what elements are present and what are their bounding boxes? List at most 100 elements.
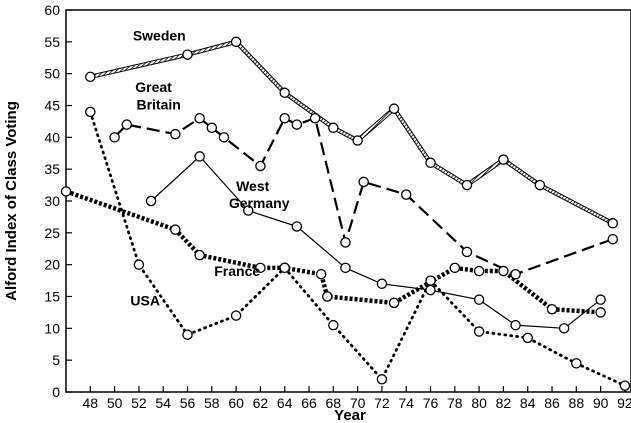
data-point <box>291 119 303 130</box>
data-point <box>607 218 619 229</box>
data-point <box>145 195 157 207</box>
data-point <box>194 151 205 162</box>
y-tick-label: 40 <box>44 129 60 145</box>
y-tick-label: 20 <box>44 257 60 273</box>
y-tick-label: 60 <box>44 2 60 18</box>
data-point <box>558 323 570 334</box>
data-point <box>619 380 631 391</box>
data-point <box>328 319 339 331</box>
series-layer <box>60 36 631 391</box>
data-point <box>376 374 388 385</box>
y-tick-label: 45 <box>44 98 60 114</box>
series-label-usa: USA <box>130 292 160 308</box>
x-tick-label: 78 <box>447 395 463 411</box>
data-point <box>255 160 266 172</box>
y-axis-title: Alford Index of Class Voting <box>3 101 20 301</box>
data-point <box>182 329 193 340</box>
data-point <box>595 307 606 318</box>
x-tick-label: 88 <box>569 395 585 411</box>
data-point <box>358 176 369 188</box>
data-point <box>595 294 606 305</box>
data-point <box>279 87 290 99</box>
y-tick-label: 10 <box>44 320 60 336</box>
x-tick-label: 60 <box>228 395 244 411</box>
data-point <box>230 36 242 48</box>
series-label-germany: Germany <box>229 195 290 211</box>
data-point <box>243 205 254 216</box>
data-point <box>607 233 619 245</box>
axis-ticks: 0 5 10 15 20 25 30 35 40 45 50 55 60 48 50 52 54 56 58 60 62… <box>44 2 631 411</box>
data-point <box>449 262 461 274</box>
markers-france <box>60 186 606 318</box>
data-point <box>425 284 436 296</box>
data-point <box>522 332 533 344</box>
data-point <box>571 358 582 369</box>
data-point <box>461 246 473 258</box>
x-tick-label: 64 <box>277 395 293 411</box>
data-point <box>218 132 230 143</box>
x-tick-label: 72 <box>374 395 390 411</box>
x-tick-label: 92 <box>617 395 631 411</box>
x-tick-label: 58 <box>204 395 220 411</box>
data-point <box>473 326 485 337</box>
data-point <box>85 106 96 118</box>
data-point <box>170 224 181 235</box>
data-point <box>309 112 321 124</box>
x-tick-label: 76 <box>423 395 439 411</box>
series-line <box>90 40 614 225</box>
data-point <box>388 297 400 309</box>
x-tick-label: 82 <box>496 395 512 411</box>
series-label-britain: Britain <box>136 96 180 112</box>
data-point <box>498 154 509 165</box>
y-tick-label: 50 <box>44 66 60 82</box>
markers-west-germany <box>145 151 606 334</box>
data-point <box>340 237 351 248</box>
x-tick-label: 54 <box>155 395 171 411</box>
markers-usa <box>85 106 631 391</box>
series-label-west: West <box>236 178 270 194</box>
data-point <box>85 71 96 83</box>
data-point <box>121 119 133 130</box>
y-tick-label: 15 <box>44 289 60 305</box>
x-tick-label: 84 <box>520 395 536 411</box>
markers-sweden <box>85 36 619 229</box>
y-tick-label: 35 <box>44 161 60 177</box>
x-tick-label: 74 <box>398 395 414 411</box>
data-point <box>109 132 120 143</box>
data-point <box>461 179 473 191</box>
data-point <box>352 135 363 146</box>
y-tick-label: 5 <box>52 352 60 368</box>
data-point <box>279 112 290 124</box>
data-point <box>473 294 485 305</box>
data-point <box>315 268 327 280</box>
data-point <box>425 275 436 286</box>
data-point <box>546 303 558 315</box>
data-point <box>510 268 521 280</box>
series-line <box>88 110 627 388</box>
data-point <box>133 259 145 270</box>
data-point <box>291 221 303 232</box>
data-point <box>425 157 436 169</box>
x-tick-label: 56 <box>180 395 196 411</box>
x-tick-label: 90 <box>593 395 609 411</box>
data-point <box>376 278 388 290</box>
data-point <box>170 128 181 140</box>
x-tick-label: 50 <box>107 395 123 411</box>
data-point <box>498 265 509 277</box>
data-point <box>473 265 485 277</box>
data-point <box>388 103 400 114</box>
x-tick-label: 68 <box>326 395 342 411</box>
x-tick-label: 62 <box>253 395 269 411</box>
markers-great-britain <box>109 112 619 280</box>
series-label-sweden: Sweden <box>133 28 186 44</box>
x-tick-label: 86 <box>544 395 560 411</box>
y-tick-label: 25 <box>44 225 60 241</box>
x-tick-label: 52 <box>131 395 147 411</box>
x-tick-label: 70 <box>350 395 366 411</box>
x-axis-title: Year <box>334 407 366 423</box>
series-usa <box>88 110 627 388</box>
data-point <box>194 249 205 261</box>
data-point <box>60 186 72 197</box>
y-tick-label: 55 <box>44 34 60 50</box>
